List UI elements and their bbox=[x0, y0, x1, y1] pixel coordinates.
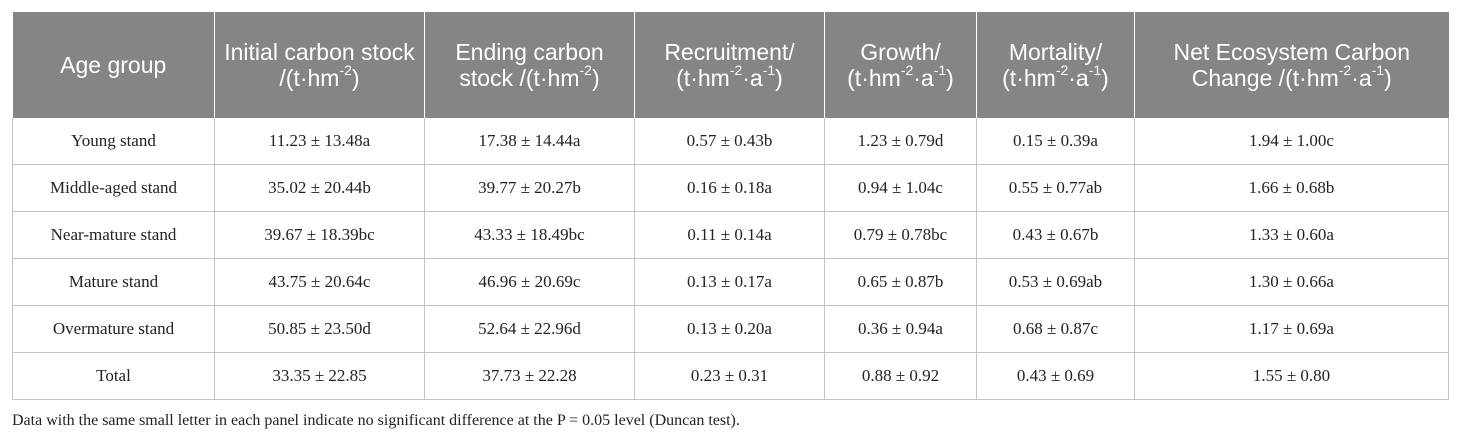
table-cell: 0.15 ± 0.39a bbox=[976, 118, 1135, 165]
header-sup1: -2 bbox=[1055, 62, 1069, 79]
header-tail: ) bbox=[1101, 65, 1109, 91]
table-cell: 52.64 ± 22.96d bbox=[424, 305, 635, 353]
header-mid: ) bbox=[591, 65, 600, 91]
table-cell: 0.94 ± 1.04c bbox=[824, 164, 977, 212]
table-cell: 0.53 ± 0.69ab bbox=[976, 258, 1135, 306]
table-cell: 1.17 ± 0.69a bbox=[1134, 305, 1449, 353]
table-cell: 33.35 ± 22.85 bbox=[214, 352, 425, 400]
row-label: Total bbox=[12, 352, 215, 400]
table-row: Total 33.35 ± 22.85 37.73 ± 22.28 0.23 ± 0.… bbox=[12, 352, 1449, 400]
header-sup1: -2 bbox=[339, 62, 352, 79]
table-cell: 1.55 ± 0.80 bbox=[1134, 352, 1449, 400]
header-tail: ) bbox=[775, 65, 783, 91]
table-cell: 43.33 ± 18.49bc bbox=[424, 211, 635, 259]
table-cell: 0.68 ± 0.87c bbox=[976, 305, 1135, 353]
table-cell: 1.94 ± 1.00c bbox=[1134, 118, 1449, 165]
table-row: Young stand 11.23 ± 13.48a 17.38 ± 14.44a 0… bbox=[12, 118, 1449, 165]
header-text: Growth/ (t·hm bbox=[847, 39, 941, 91]
header-tail: ) bbox=[946, 65, 954, 91]
header-mid: ·a bbox=[742, 65, 763, 91]
table-cell: 0.65 ± 0.87b bbox=[824, 258, 977, 306]
table-body: Young stand 11.23 ± 13.48a 17.38 ± 14.44a 0… bbox=[12, 118, 1449, 400]
table-cell: 1.30 ± 0.66a bbox=[1134, 258, 1449, 306]
table-row: Near-mature stand 39.67 ± 18.39bc 43.33 ± … bbox=[12, 211, 1449, 259]
table-header-row: Age group Initial carbon stock /(t·hm-2) E… bbox=[12, 12, 1449, 118]
header-sup1: -2 bbox=[1338, 62, 1352, 79]
header-mid: ·a bbox=[1068, 65, 1089, 91]
table-cell: 0.43 ± 0.69 bbox=[976, 352, 1135, 400]
header-sup1: -2 bbox=[729, 62, 743, 79]
column-header-age-group: Age group bbox=[12, 12, 215, 118]
row-label: Overmature stand bbox=[12, 305, 215, 353]
row-label: Mature stand bbox=[12, 258, 215, 306]
table-cell: 50.85 ± 23.50d bbox=[214, 305, 425, 353]
header-mid: ·a bbox=[913, 65, 934, 91]
carbon-stock-table: Age group Initial carbon stock /(t·hm-2) E… bbox=[12, 12, 1449, 400]
column-header-ending-carbon-stock: Ending carbon stock /(t·hm-2) bbox=[424, 12, 635, 118]
column-header-recruitment: Recruitment/ (t·hm-2·a-1) bbox=[634, 12, 825, 118]
header-mid: ) bbox=[351, 65, 360, 91]
header-text: Mortality/ (t·hm bbox=[1002, 39, 1103, 91]
table-row: Overmature stand 50.85 ± 23.50d 52.64 ± 22… bbox=[12, 305, 1449, 353]
column-header-mortality: Mortality/ (t·hm-2·a-1) bbox=[976, 12, 1135, 118]
table-cell: 46.96 ± 20.69c bbox=[424, 258, 635, 306]
column-header-net-ecosystem-carbon-change: Net Ecosystem Carbon Change /(t·hm-2·a-1… bbox=[1134, 12, 1449, 118]
table-cell: 0.79 ± 0.78bc bbox=[824, 211, 977, 259]
header-sup1: -2 bbox=[900, 62, 914, 79]
header-text: Recruitment/ (t·hm bbox=[664, 39, 795, 91]
table-cell: 11.23 ± 13.48a bbox=[214, 118, 425, 165]
table-cell: 0.11 ± 0.14a bbox=[634, 211, 825, 259]
table-cell: 0.55 ± 0.77ab bbox=[976, 164, 1135, 212]
table-cell: 0.13 ± 0.20a bbox=[634, 305, 825, 353]
table-cell: 0.88 ± 0.92 bbox=[824, 352, 977, 400]
header-text: Initial carbon stock /(t·hm bbox=[224, 39, 415, 91]
table-cell: 39.67 ± 18.39bc bbox=[214, 211, 425, 259]
table-cell: 35.02 ± 20.44b bbox=[214, 164, 425, 212]
header-sup2: -1 bbox=[762, 62, 776, 79]
row-label: Middle-aged stand bbox=[12, 164, 215, 212]
header-text: Net Ecosystem Carbon Change /(t·hm bbox=[1173, 39, 1410, 91]
header-text: Age group bbox=[60, 52, 167, 78]
table-row: Middle-aged stand 35.02 ± 20.44b 39.77 ± 2… bbox=[12, 164, 1449, 212]
table-cell: 43.75 ± 20.64c bbox=[214, 258, 425, 306]
table-cell: 0.43 ± 0.67b bbox=[976, 211, 1135, 259]
table-cell: 0.57 ± 0.43b bbox=[634, 118, 825, 165]
header-tail: ) bbox=[1384, 65, 1392, 91]
table-cell: 1.33 ± 0.60a bbox=[1134, 211, 1449, 259]
table-cell: 0.16 ± 0.18a bbox=[634, 164, 825, 212]
header-text: Ending carbon stock /(t·hm bbox=[455, 39, 604, 91]
table-cell: 1.66 ± 0.68b bbox=[1134, 164, 1449, 212]
table-row: Mature stand 43.75 ± 20.64c 46.96 ± 20.69c… bbox=[12, 258, 1449, 306]
header-mid: ·a bbox=[1351, 65, 1372, 91]
header-sup2: -1 bbox=[933, 62, 947, 79]
column-header-initial-carbon-stock: Initial carbon stock /(t·hm-2) bbox=[214, 12, 425, 118]
table-cell: 17.38 ± 14.44a bbox=[424, 118, 635, 165]
column-header-growth: Growth/ (t·hm-2·a-1) bbox=[824, 12, 977, 118]
row-label: Young stand bbox=[12, 118, 215, 165]
table-cell: 37.73 ± 22.28 bbox=[424, 352, 635, 400]
header-sup2: -1 bbox=[1371, 62, 1385, 79]
table-footnote: Data with the same small letter in each … bbox=[12, 412, 740, 429]
header-sup1: -2 bbox=[579, 62, 592, 79]
table-cell: 1.23 ± 0.79d bbox=[824, 118, 977, 165]
header-sup2: -1 bbox=[1088, 62, 1102, 79]
row-label: Near-mature stand bbox=[12, 211, 215, 259]
table-cell: 39.77 ± 20.27b bbox=[424, 164, 635, 212]
table-cell: 0.23 ± 0.31 bbox=[634, 352, 825, 400]
table-cell: 0.13 ± 0.17a bbox=[634, 258, 825, 306]
table-cell: 0.36 ± 0.94a bbox=[824, 305, 977, 353]
